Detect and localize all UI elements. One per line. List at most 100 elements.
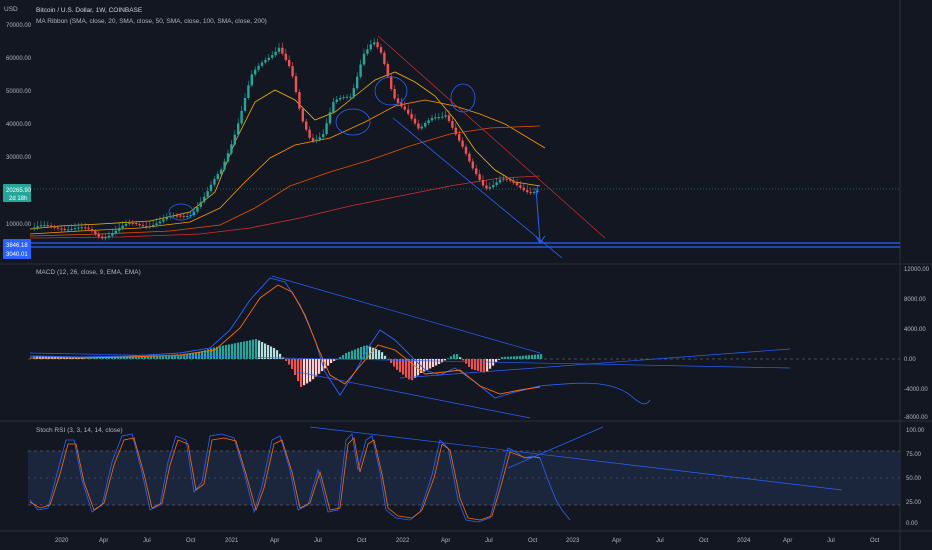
circle-annotation[interactable] — [168, 203, 194, 221]
macd-histogram-bar — [372, 347, 375, 359]
candle-body — [434, 117, 437, 119]
circle-annotation[interactable] — [374, 76, 408, 106]
macd-axis[interactable]: 12000.00 8000.00 4000.00 0.00 -4000.00 -… — [904, 267, 930, 421]
candle-body — [257, 65, 260, 70]
macd-histogram-bar — [525, 355, 528, 359]
candle-body — [277, 47, 281, 52]
macd-histogram-bar — [519, 356, 522, 359]
candle-body — [182, 215, 185, 217]
candle-body — [505, 178, 508, 180]
macd-histogram-bar — [156, 355, 159, 359]
macd-histogram-bar — [129, 356, 132, 359]
time-axis[interactable]: 2020 Apr Jul Oct 2021 Apr Jul Oct 2022 A… — [55, 538, 880, 544]
macd-histogram-bar — [264, 343, 267, 359]
macd-histogram-bar — [120, 356, 123, 359]
candle-body — [288, 59, 291, 67]
macd-histogram-bar — [327, 359, 330, 366]
macd-legend[interactable]: MACD (12, 26, close, 9, EMA, EMA) — [36, 269, 141, 276]
macd-histogram-bar — [297, 359, 300, 381]
level-tags: 3846.18 3040.01 — [3, 239, 31, 259]
candle-body — [383, 52, 386, 64]
macd-histogram-bar — [189, 354, 192, 359]
candle-body — [352, 88, 355, 97]
candle-body — [80, 227, 83, 229]
projection-arrow[interactable] — [535, 187, 546, 244]
candle-body — [148, 226, 151, 228]
candle-body — [274, 51, 277, 56]
candle-body — [141, 225, 145, 227]
macd-histogram-bar — [270, 346, 273, 359]
macd-trend-line[interactable] — [399, 348, 791, 379]
ma-ribbon-legend[interactable]: MA Ribbon (SMA, close, 20, SMA, close, 5… — [36, 18, 267, 25]
time-label: Oct — [357, 538, 367, 544]
candle-body — [240, 110, 243, 124]
candle-body — [53, 226, 56, 228]
price-axis[interactable]: 70000.00 60000.00 50000.00 40000.00 3000… — [6, 23, 32, 228]
macd-histogram-bar — [426, 359, 429, 370]
macd-histogram-bar — [231, 343, 234, 359]
candle-body — [410, 113, 413, 119]
countdown-value: 2d 18h — [9, 196, 27, 202]
macd-histogram-bar — [363, 345, 366, 359]
macd-histogram-bar — [477, 359, 480, 371]
stoch-k-line — [29, 433, 571, 523]
macd-histogram-bar — [375, 349, 378, 359]
trend-line[interactable] — [392, 117, 563, 259]
time-label: Apr — [270, 538, 279, 544]
macd-histogram-bar — [441, 359, 444, 363]
macd-trend-line[interactable] — [29, 352, 791, 369]
candlestick-series[interactable] — [33, 38, 539, 241]
macd-histogram-bar — [459, 357, 462, 359]
candle-body — [213, 179, 216, 185]
circle-annotation[interactable] — [450, 83, 476, 113]
symbol-title[interactable]: Bitcoin / U.S. Dollar, 1W, COINBASE — [36, 7, 143, 14]
macd-projection-curve[interactable] — [539, 382, 651, 405]
macd-histogram-bar — [438, 359, 441, 364]
macd-histogram-bar — [471, 359, 474, 370]
candle-body — [104, 237, 107, 239]
candle-body — [495, 182, 498, 186]
macd-histogram-bar — [138, 356, 141, 359]
candle-body — [199, 201, 202, 207]
stoch-legend[interactable]: Stoch RSI (3, 3, 14, 14, close) — [36, 427, 123, 434]
candle-body — [356, 76, 359, 89]
time-label: Apr — [441, 538, 450, 544]
stoch-trend-line[interactable] — [309, 426, 843, 491]
macd-histogram[interactable] — [33, 339, 543, 387]
candle-body — [305, 121, 308, 130]
candle-body — [322, 134, 325, 138]
candle-body — [498, 179, 502, 183]
macd-histogram-bar — [207, 349, 210, 359]
macd-trend-line[interactable] — [297, 371, 531, 419]
time-label: Jul — [656, 538, 664, 544]
candle-body — [430, 118, 434, 121]
macd-histogram-bar — [474, 359, 477, 371]
macd-histogram-bar — [180, 354, 183, 359]
stoch-trend-line[interactable] — [507, 426, 604, 469]
stoch-axis-label: 25.00 — [906, 500, 922, 506]
circle-annotation[interactable] — [335, 108, 371, 136]
candle-body — [308, 129, 311, 138]
stoch-axis-label: 50.00 — [906, 476, 922, 482]
macd-histogram-bar — [321, 359, 324, 372]
candle-body — [63, 228, 66, 230]
candle-body — [196, 206, 199, 212]
candle-body — [169, 216, 172, 218]
macd-histogram-bar — [165, 355, 168, 359]
candle-body — [478, 174, 481, 180]
candle-body — [526, 190, 529, 193]
macd-histogram-bar — [489, 359, 492, 369]
current-price-tag: 20265.90 2d 18h — [3, 184, 32, 202]
macd-histogram-bar — [123, 356, 126, 359]
macd-histogram-bar — [351, 350, 354, 359]
macd-trend-line[interactable] — [271, 275, 541, 354]
stoch-axis[interactable]: 100.00 75.00 50.00 25.00 0.00 — [906, 428, 925, 527]
candle-body — [359, 64, 362, 77]
candle-body — [471, 161, 474, 169]
macd-histogram-bar — [228, 344, 231, 359]
candle-body — [362, 53, 366, 65]
trend-line[interactable] — [377, 35, 606, 239]
candle-body — [339, 97, 342, 100]
candle-body — [243, 97, 247, 111]
